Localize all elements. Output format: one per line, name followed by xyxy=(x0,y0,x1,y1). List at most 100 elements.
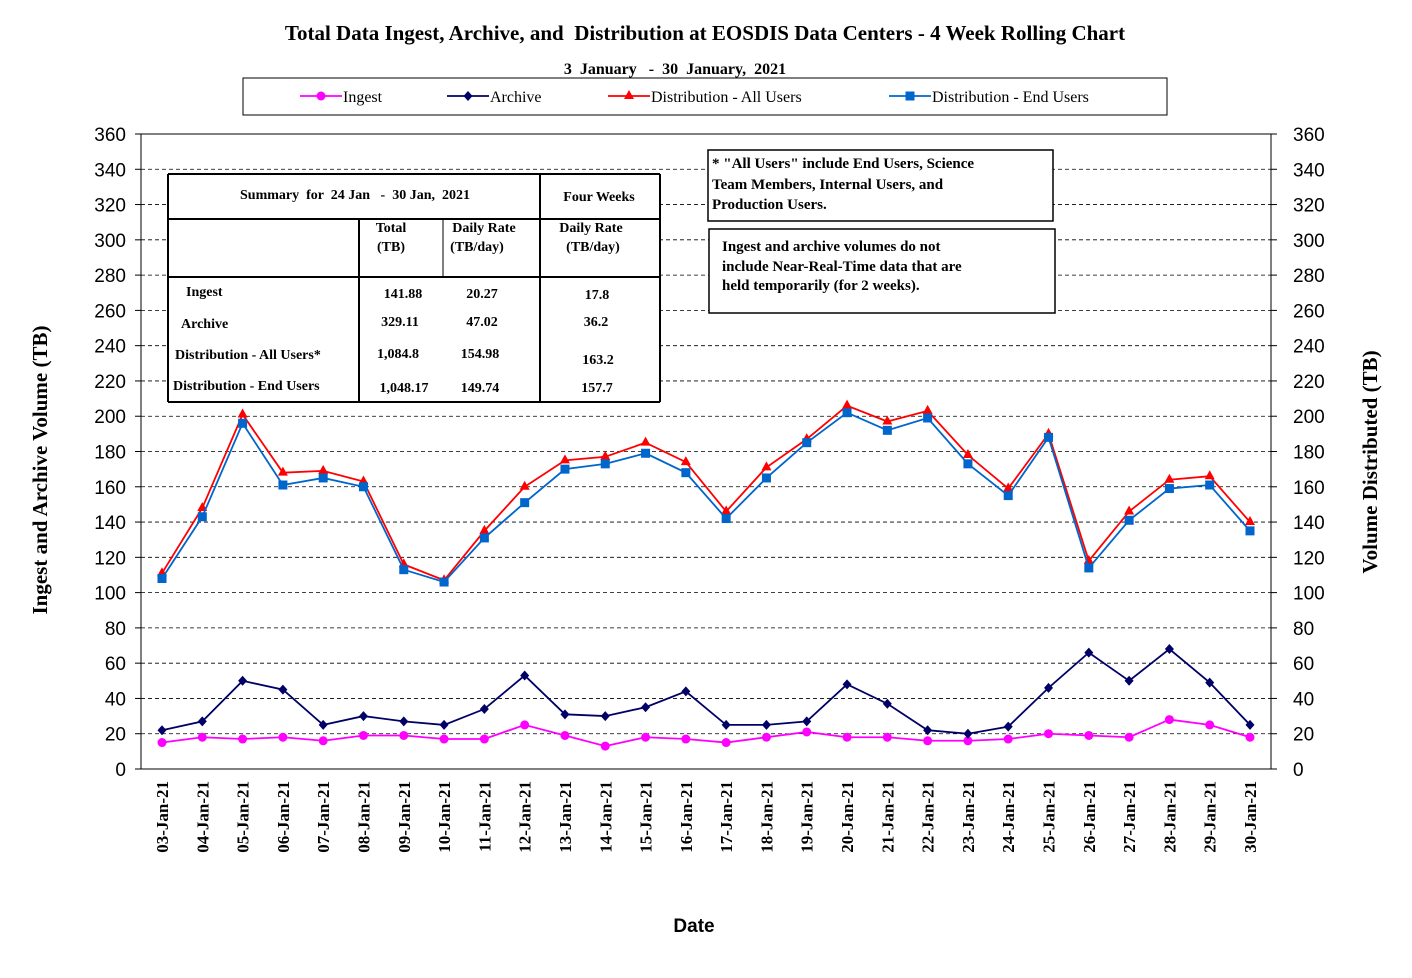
series-point xyxy=(600,459,610,469)
series-point xyxy=(1124,732,1134,742)
series-point xyxy=(1124,515,1134,525)
series-point xyxy=(1003,482,1014,492)
row-dist-end-total: 1,048.17 xyxy=(380,381,429,396)
row-archive-four: 36.2 xyxy=(584,315,609,330)
series-point xyxy=(761,732,771,742)
series-point xyxy=(318,736,328,746)
series-point xyxy=(1164,715,1174,725)
legend-label: Ingest xyxy=(343,89,383,106)
y-tick-label-right: 200 xyxy=(1293,407,1325,428)
x-tick-label: 20-Jan-21 xyxy=(838,781,857,853)
series-point xyxy=(882,732,892,742)
y-axis-right-label: Volume Distributed (TB) xyxy=(1358,350,1382,573)
series-point xyxy=(358,730,368,740)
chart-subtitle: 3 January - 30 January, 2021 xyxy=(564,61,786,78)
series-point xyxy=(277,466,288,476)
series-point xyxy=(1245,719,1255,730)
y-tick-label-left: 200 xyxy=(94,407,126,428)
series-point xyxy=(318,464,329,474)
series-point xyxy=(761,473,771,483)
row-dist-all-total: 1,084.8 xyxy=(377,347,419,362)
y-tick-label-right: 140 xyxy=(1293,513,1325,534)
x-tick-label: 06-Jan-21 xyxy=(274,781,293,853)
x-tick-label: 24-Jan-21 xyxy=(999,781,1018,853)
series-point xyxy=(923,736,933,746)
series-point xyxy=(600,741,610,751)
x-tick-label: 25-Jan-21 xyxy=(1040,781,1059,853)
y-tick-label-right: 320 xyxy=(1293,196,1325,217)
x-tick-label: 27-Jan-21 xyxy=(1120,781,1139,853)
x-tick-label: 16-Jan-21 xyxy=(677,781,696,853)
x-tick-label: 03-Jan-21 xyxy=(153,781,172,853)
y-tick-label-left: 120 xyxy=(94,548,126,569)
series-point xyxy=(802,438,812,448)
row-archive-daily: 47.02 xyxy=(466,315,498,330)
y-tick-label-left: 100 xyxy=(94,584,126,605)
series-point xyxy=(520,670,530,681)
row-dist-all-four: 163.2 xyxy=(582,353,614,368)
series-point xyxy=(1084,563,1094,573)
y-tick-label-right: 60 xyxy=(1293,654,1314,675)
row-dist-end-label: Distribution - End Users xyxy=(173,379,320,394)
series-point xyxy=(520,498,530,508)
legend-item: Ingest xyxy=(300,89,383,106)
series-point xyxy=(1205,677,1215,688)
col-total-line2: (TB) xyxy=(377,240,405,255)
note-all-users-line2: Team Members, Internal Users, and xyxy=(712,177,944,193)
summary-four-weeks: Four Weeks xyxy=(563,190,635,205)
y-tick-label-left: 360 xyxy=(94,125,126,146)
x-tick-label: 26-Jan-21 xyxy=(1080,781,1099,853)
series-point xyxy=(1164,644,1174,655)
row-ingest-four: 17.8 xyxy=(585,288,610,303)
series-point xyxy=(882,698,892,709)
series-point xyxy=(237,408,248,418)
x-tick-label: 11-Jan-21 xyxy=(475,781,494,852)
series-point xyxy=(316,91,326,101)
series-point xyxy=(1044,682,1054,693)
x-tick-label: 23-Jan-21 xyxy=(959,781,978,853)
series-point xyxy=(519,480,530,490)
row-ingest-label: Ingest xyxy=(186,285,223,300)
summary-heading: Summary for 24 Jan - 30 Jan, 2021 xyxy=(240,188,470,203)
row-dist-all-label: Distribution - All Users* xyxy=(175,348,321,363)
series-line xyxy=(161,404,1251,582)
y-axis-right: 0 20 40 60 80 100 120 140 160 180 200 220 240 260 280 3… xyxy=(1271,125,1325,781)
series-point xyxy=(624,90,634,99)
x-tick-label: 22-Jan-21 xyxy=(919,781,938,853)
series-point xyxy=(479,704,489,715)
series-point xyxy=(963,728,973,739)
y-tick-label-right: 0 xyxy=(1293,760,1304,781)
series-point xyxy=(905,91,915,101)
x-tick-label: 17-Jan-21 xyxy=(717,781,736,853)
series-point xyxy=(278,732,288,742)
series-point xyxy=(842,408,852,418)
y-tick-label-right: 360 xyxy=(1293,125,1325,146)
series-point xyxy=(560,464,570,474)
y-tick-label-left: 240 xyxy=(94,337,126,358)
series-point xyxy=(1205,480,1215,490)
series-point xyxy=(923,413,933,423)
y-tick-label-left: 320 xyxy=(94,196,126,217)
legend-label: Distribution - All Users xyxy=(651,89,802,106)
y-tick-label-right: 100 xyxy=(1293,584,1325,605)
series-point xyxy=(318,719,328,730)
row-ingest-daily: 20.27 xyxy=(466,287,498,302)
series-point xyxy=(157,574,167,583)
note-all-users: * "All Users" include End Users, Science… xyxy=(707,149,1054,222)
series-point xyxy=(641,732,651,742)
x-tick-label: 10-Jan-21 xyxy=(435,781,454,853)
x-tick-label: 05-Jan-21 xyxy=(234,781,253,853)
series-line xyxy=(161,718,1251,747)
series-point xyxy=(761,719,771,730)
y-tick-label-left: 160 xyxy=(94,478,126,499)
series-point xyxy=(1245,732,1255,742)
series-point xyxy=(479,734,489,744)
y-tick-label-right: 240 xyxy=(1293,337,1325,358)
x-tick-label: 04-Jan-21 xyxy=(193,781,212,853)
series-point xyxy=(1164,473,1175,483)
row-dist-end-four: 157.7 xyxy=(581,381,613,396)
x-axis: 03-Jan-21 04-Jan-21 05-Jan-21 06-Jan-21 07-J… xyxy=(153,781,1260,853)
y-tick-label-right: 300 xyxy=(1293,231,1325,252)
series-point xyxy=(721,719,731,730)
